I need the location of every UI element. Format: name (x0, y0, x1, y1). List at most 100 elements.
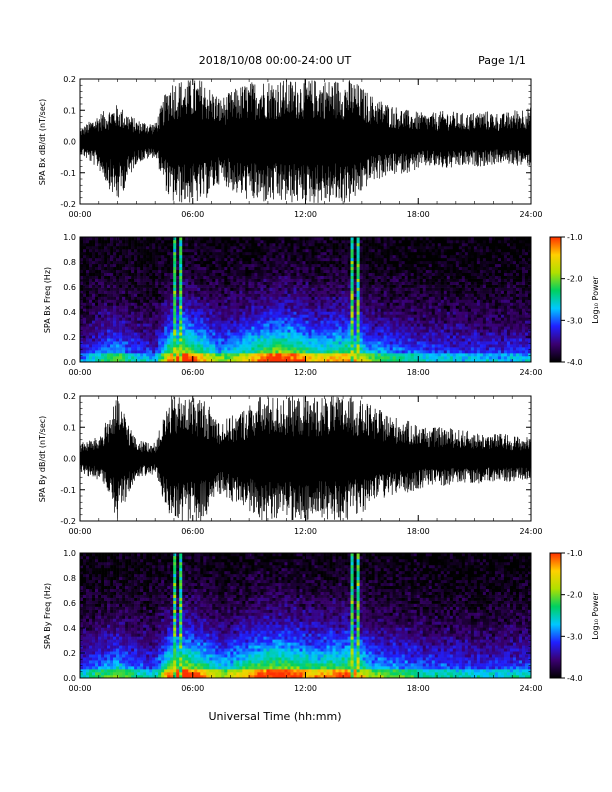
spectrogram-cell (167, 278, 171, 282)
spectrogram-cell (293, 248, 297, 253)
spectrogram-cell (107, 257, 111, 262)
spectrogram-cell (98, 341, 102, 345)
spectrogram-cell (425, 287, 430, 291)
spectrogram-cell (164, 299, 168, 303)
spectrogram-cell (245, 308, 249, 312)
spectrogram-cell (125, 356, 129, 360)
spectrogram-cell (341, 317, 345, 321)
spectrogram-cell (215, 326, 219, 330)
spectrogram-cell (212, 317, 216, 321)
spectrogram-cell (155, 311, 159, 315)
spectrogram-cell (107, 275, 111, 279)
spectrogram-cell (317, 251, 321, 256)
spectrogram-cell (164, 269, 168, 274)
spectrogram-cell (374, 338, 378, 342)
spectrogram-cell (374, 305, 378, 309)
spectrogram-cell (245, 248, 249, 253)
spectrogram-cell (245, 344, 249, 348)
spectrogram-cell (170, 269, 174, 274)
spectrogram-cell (326, 299, 330, 303)
spectrogram-cell (380, 299, 384, 303)
spectrogram-cell (131, 359, 135, 363)
spectrogram-cell (266, 269, 270, 274)
spectrogram-cell (344, 299, 348, 303)
spectrogram-cell (242, 260, 246, 265)
spectrogram-cell (398, 266, 403, 271)
spectrogram-cell (350, 356, 354, 360)
spectrogram-cell (212, 320, 216, 324)
spectrogram-cell (167, 308, 171, 312)
spectrogram-cell (206, 314, 210, 318)
spectrogram-cell (335, 350, 339, 354)
spectrogram-cell (137, 317, 141, 321)
spectrogram-cell (260, 251, 264, 256)
spectrogram-cell (137, 290, 141, 294)
spectrogram-cell (245, 338, 249, 342)
spectrogram-cell (296, 293, 300, 297)
spectrogram-cell (347, 237, 351, 241)
spectrogram-cell (377, 311, 381, 315)
trace-line (79, 79, 532, 203)
spectrogram-cell (266, 287, 270, 291)
spectrogram-cell (92, 242, 96, 247)
spectrogram-cell (209, 290, 213, 294)
spectrogram-cell (167, 290, 171, 294)
spectrogram-cell (356, 254, 360, 259)
spectrogram-cell (224, 269, 228, 274)
spectrogram-cell (95, 275, 99, 279)
spectrogram-cell (263, 260, 267, 265)
spectrogram-cell (395, 332, 400, 336)
spectrogram-cell (401, 332, 406, 336)
spectrogram-cell (257, 302, 261, 306)
spectrogram-cell (305, 299, 309, 303)
spectrogram-cell (284, 296, 288, 300)
spectrogram-cell (293, 305, 297, 309)
spectrogram-cell (197, 305, 201, 309)
spectrogram-cell (263, 278, 267, 282)
spectrogram-cell (203, 305, 207, 309)
spectrogram-cell (344, 290, 348, 294)
spectrogram-cell (239, 281, 243, 285)
spectrogram-cell (302, 260, 306, 265)
spectrogram-cell (119, 323, 123, 327)
spectrogram-cell (248, 293, 252, 297)
spectrogram-cell (197, 335, 201, 339)
spectrogram-cell (293, 323, 297, 327)
spectrogram-cell (389, 260, 393, 265)
spectrogram-cell (314, 251, 318, 256)
spectrogram-cell (380, 326, 384, 330)
spectrogram-cell (155, 302, 159, 306)
spectrogram-cell (221, 254, 225, 259)
spectrogram-cell (296, 320, 300, 324)
spectrogram-cell (83, 248, 87, 253)
spectrogram-cell (422, 242, 427, 247)
spectrogram-cell (116, 311, 120, 315)
spectrogram-cell (293, 356, 297, 360)
spectrogram-cell (248, 263, 252, 268)
spectrogram-cell (134, 338, 138, 342)
spectrogram-cell (395, 326, 400, 330)
spectrogram-cell (290, 266, 294, 271)
spectrogram-cell (386, 305, 390, 309)
spectrogram-cell (314, 254, 318, 259)
spectrogram-cell (236, 272, 240, 276)
spectrogram-cell (245, 237, 249, 241)
spectrogram-cell (101, 284, 105, 288)
spectrogram-cell (116, 332, 120, 336)
spectrogram-cell (353, 320, 357, 324)
spectrogram-cell (386, 254, 390, 259)
spectrogram-cell (167, 323, 171, 327)
spectrogram-cell (194, 293, 198, 297)
spectrogram-cell (311, 350, 315, 354)
spectrogram-cell (209, 296, 213, 300)
spectrogram-cell (383, 272, 387, 276)
spectrogram-cell (86, 275, 90, 279)
spectrogram-cell (422, 329, 427, 333)
spectrogram-cell (143, 332, 147, 336)
spectrogram-cell (92, 323, 96, 327)
spectrogram-cell (194, 284, 198, 288)
spectrogram-cell (128, 323, 132, 327)
spectrogram-cell (260, 350, 264, 354)
spectrogram-cell (317, 347, 321, 351)
spectrogram-cell (203, 293, 207, 297)
